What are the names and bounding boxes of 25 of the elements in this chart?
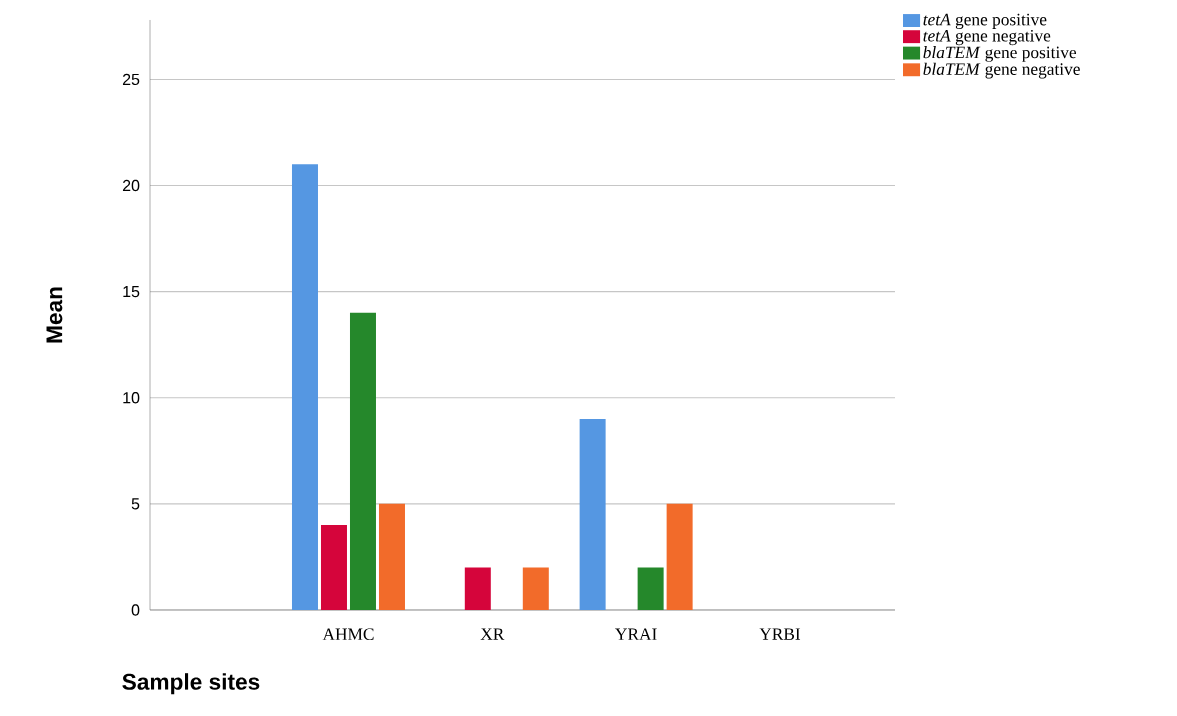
y-tick-label: 15 [123,286,140,298]
bar [522,567,549,610]
bar [464,567,491,610]
y-tick-label: 0 [131,604,140,616]
y-tick-label: 20 [122,179,140,192]
bar [579,418,606,610]
y-tick-label: 5 [131,498,140,510]
bar [637,567,664,610]
x-axis-title: Sample sites [122,673,260,695]
bar [666,503,693,610]
y-axis-title: Mean [46,287,63,343]
bar [349,312,376,610]
y-tick-label: 10 [123,392,140,404]
bar [378,503,405,610]
legend-label: blaTEM gene negative [923,62,1080,79]
x-tick-label: YRBI [759,628,801,640]
x-tick-label: XR [480,628,505,640]
bar [320,525,347,610]
y-tick-label: 25 [122,73,140,86]
legend-label: tetA gene negative [923,29,1051,46]
x-tick-label: YRAI [615,628,657,640]
legend-label: tetA gene positive [923,13,1047,30]
bar [291,164,318,610]
x-tick-label: AHMC [322,628,374,641]
legend-label: blaTEM gene positive [923,46,1077,62]
